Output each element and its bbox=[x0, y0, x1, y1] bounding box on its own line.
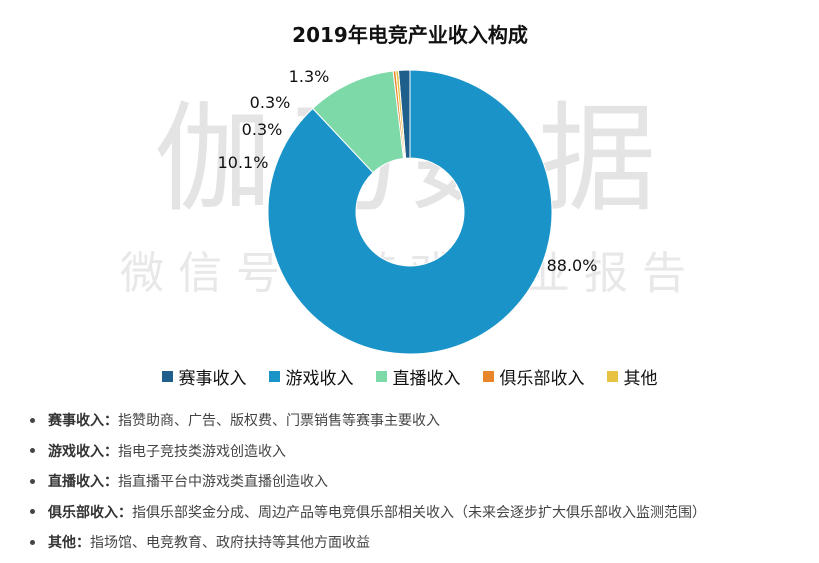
note-text: 指俱乐部奖金分成、周边产品等电竞俱乐部相关收入（未来会逐步扩大俱乐部收入监测范围… bbox=[132, 504, 706, 521]
legend-item: 其他 bbox=[606, 364, 658, 389]
legend-item: 俱乐部收入 bbox=[482, 364, 585, 389]
note-text: 指直播平台中游戏类直播创造收入 bbox=[118, 474, 328, 491]
slice-4 bbox=[395, 69, 407, 159]
note-item: 直播收入： 指直播平台中游戏类直播创造收入 bbox=[30, 466, 706, 497]
legend-swatch bbox=[482, 371, 494, 382]
labels-group: 1.3% 88.0% 10.1% 0.3% 0.3% bbox=[218, 67, 598, 275]
legend-swatch bbox=[268, 371, 280, 382]
legend-label: 游戏收入 bbox=[285, 369, 354, 389]
legend-item: 直播收入 bbox=[375, 364, 461, 389]
slice-value-label: 88.0% bbox=[547, 256, 598, 275]
slice-value-label: 0.3% bbox=[242, 120, 283, 139]
note-term: 赛事收入： bbox=[48, 413, 118, 430]
chart-title: 2019年电竞产业收入构成 bbox=[292, 23, 528, 47]
note-text: 指电子竞技类游戏创造收入 bbox=[118, 443, 286, 460]
note-item: 其他： 指场馆、电竞教育、政府扶持等其他方面收益 bbox=[30, 527, 706, 558]
slice-1 bbox=[267, 69, 553, 355]
legend-item: 赛事收入 bbox=[161, 364, 247, 389]
note-text: 指场馆、电竞教育、政府扶持等其他方面收益 bbox=[90, 535, 370, 552]
legend: 赛事收入 游戏收入 直播收入 俱乐部收入 其他 bbox=[0, 364, 819, 389]
bullet-icon bbox=[30, 417, 35, 423]
note-item: 赛事收入： 指赞助商、广告、版权费、门票销售等赛事主要收入 bbox=[30, 405, 706, 436]
legend-label: 俱乐部收入 bbox=[499, 369, 585, 389]
legend-swatch bbox=[606, 371, 618, 382]
bullet-icon bbox=[30, 478, 35, 484]
slice-value-label: 0.3% bbox=[250, 93, 291, 112]
note-term: 俱乐部收入： bbox=[48, 504, 132, 521]
donut-chart: 伽马数据 微信号：游戏产业报告 2019年电竞产业收入构成 1.3%88.0%1… bbox=[120, 23, 686, 355]
bullet-icon bbox=[30, 448, 35, 454]
note-term: 其他： bbox=[48, 535, 90, 552]
note-term: 直播收入： bbox=[48, 474, 118, 491]
note-item: 俱乐部收入： 指俱乐部奖金分成、周边产品等电竞俱乐部相关收入（未来会逐步扩大俱乐部… bbox=[30, 497, 706, 528]
slices-group bbox=[267, 69, 553, 355]
note-item: 游戏收入： 指电子竞技类游戏创造收入 bbox=[30, 436, 706, 467]
legend-swatch bbox=[161, 371, 173, 382]
slice-value-label: 10.1% bbox=[218, 153, 269, 172]
note-term: 游戏收入： bbox=[48, 443, 118, 460]
legend-item: 游戏收入 bbox=[268, 364, 354, 389]
bullet-icon bbox=[30, 509, 35, 515]
legend-label: 其他 bbox=[623, 369, 658, 389]
bullet-icon bbox=[30, 539, 35, 545]
note-text: 指赞助商、广告、版权费、门票销售等赛事主要收入 bbox=[118, 413, 440, 430]
legend-label: 直播收入 bbox=[392, 369, 461, 389]
notes-list: 赛事收入： 指赞助商、广告、版权费、门票销售等赛事主要收入 游戏收入： 指电子竞技类游… bbox=[30, 405, 706, 558]
legend-label: 赛事收入 bbox=[178, 369, 247, 389]
legend-swatch bbox=[375, 371, 387, 382]
slice-value-label: 1.3% bbox=[289, 67, 330, 86]
